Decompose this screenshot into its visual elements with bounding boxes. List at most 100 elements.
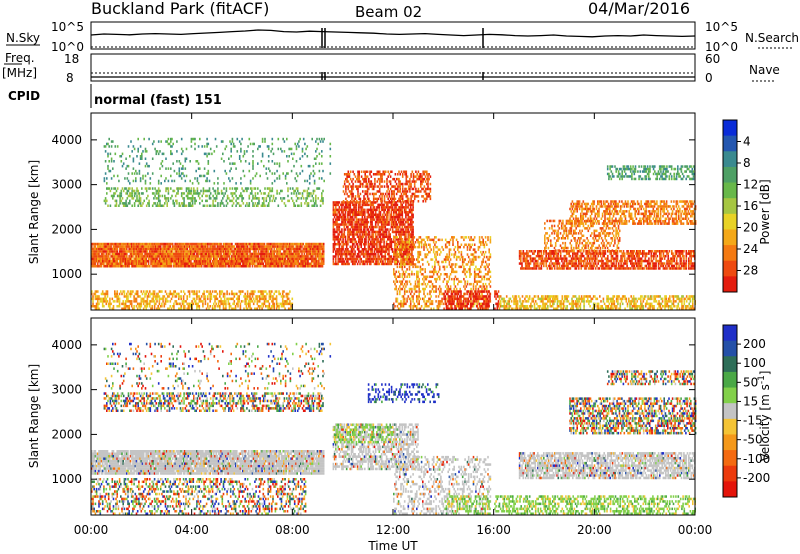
power-cell	[360, 206, 362, 209]
power-cell	[385, 218, 388, 221]
power-cell	[251, 265, 254, 268]
power-cell	[106, 252, 109, 256]
power-cell	[164, 262, 167, 265]
power-cell	[300, 265, 302, 268]
power-cell	[144, 252, 146, 256]
power-cell	[384, 228, 387, 231]
power-cell	[385, 201, 388, 204]
power-cell	[170, 250, 173, 253]
power-cell	[229, 257, 232, 261]
power-cell	[243, 262, 245, 265]
power-cell	[405, 206, 407, 209]
power-cell	[255, 204, 258, 207]
power-cell	[290, 307, 292, 310]
power-cell	[169, 262, 172, 265]
power-cell	[314, 257, 317, 261]
power-cell	[106, 257, 109, 261]
power-cell	[275, 262, 278, 265]
power-cell	[399, 262, 401, 266]
power-cell	[364, 245, 366, 248]
power-cell	[399, 206, 401, 209]
power-cell	[314, 262, 317, 265]
power-cell	[278, 242, 280, 246]
power-cell	[145, 189, 148, 193]
power-cell	[378, 240, 381, 244]
power-cell	[256, 247, 259, 251]
power-cell	[129, 300, 132, 303]
power-cell	[271, 199, 274, 203]
power-cell	[390, 245, 393, 248]
power-cell	[191, 300, 193, 303]
power-cell	[252, 292, 255, 296]
power-cell	[349, 240, 352, 244]
power-cell	[152, 297, 155, 301]
power-cell	[319, 265, 321, 268]
power-cell	[272, 265, 274, 268]
power-cell	[244, 262, 246, 265]
power-cell	[240, 160, 242, 163]
power-cell	[335, 201, 337, 204]
power-cell	[129, 194, 131, 198]
power-cell	[187, 260, 190, 263]
power-cell	[142, 255, 145, 258]
power-cell	[363, 200, 365, 203]
power-cell	[251, 252, 254, 256]
power-cell	[143, 137, 145, 141]
power-cell	[240, 177, 242, 180]
power-cell	[140, 290, 143, 293]
power-cell	[170, 262, 173, 265]
power-cell	[157, 192, 160, 195]
power-cell	[306, 250, 308, 253]
power-cell	[219, 262, 221, 265]
power-cell	[167, 137, 170, 141]
power-cell	[231, 247, 233, 251]
power-cell	[120, 192, 123, 195]
power-cell	[204, 265, 207, 268]
power-cell	[222, 247, 225, 251]
power-cell	[202, 257, 204, 261]
power-cell	[349, 230, 352, 234]
power-cell	[221, 262, 224, 265]
power-cell	[91, 247, 93, 251]
power-cell	[372, 195, 375, 198]
power-cell	[412, 230, 414, 234]
power-cell	[313, 247, 315, 251]
power-cell	[182, 250, 185, 253]
power-cell	[380, 233, 383, 236]
power-cell	[391, 215, 394, 219]
power-cell	[373, 257, 376, 261]
power-cell	[332, 262, 335, 266]
power-cell	[362, 260, 365, 263]
power-cell	[109, 247, 111, 251]
power-cell	[345, 257, 348, 261]
power-cell	[172, 202, 174, 205]
power-cell	[135, 247, 138, 251]
power-cell	[151, 204, 154, 207]
power-cell	[133, 265, 135, 268]
power-cell	[403, 218, 406, 221]
power-cell	[284, 250, 286, 253]
power-cell	[191, 242, 193, 246]
power-cell	[246, 260, 249, 263]
power-cell	[379, 257, 382, 261]
power-cell	[266, 194, 269, 198]
power-cell	[354, 206, 356, 209]
power-cell	[243, 307, 245, 310]
power-cell	[186, 250, 188, 253]
power-cell	[209, 247, 211, 251]
power-cell	[372, 213, 375, 216]
power-cell	[196, 307, 198, 310]
power-cell	[353, 206, 355, 209]
power-cell	[337, 248, 339, 251]
power-cell	[277, 260, 279, 263]
power-cell	[305, 197, 307, 200]
power-cell	[344, 262, 347, 266]
power-cell	[107, 255, 110, 258]
power-cell	[100, 245, 103, 248]
power-cell	[116, 255, 118, 258]
power-cell	[378, 208, 381, 212]
power-cell	[286, 245, 289, 248]
power-cell	[300, 164, 303, 168]
power-cell	[216, 305, 219, 308]
power-cell	[321, 255, 324, 258]
